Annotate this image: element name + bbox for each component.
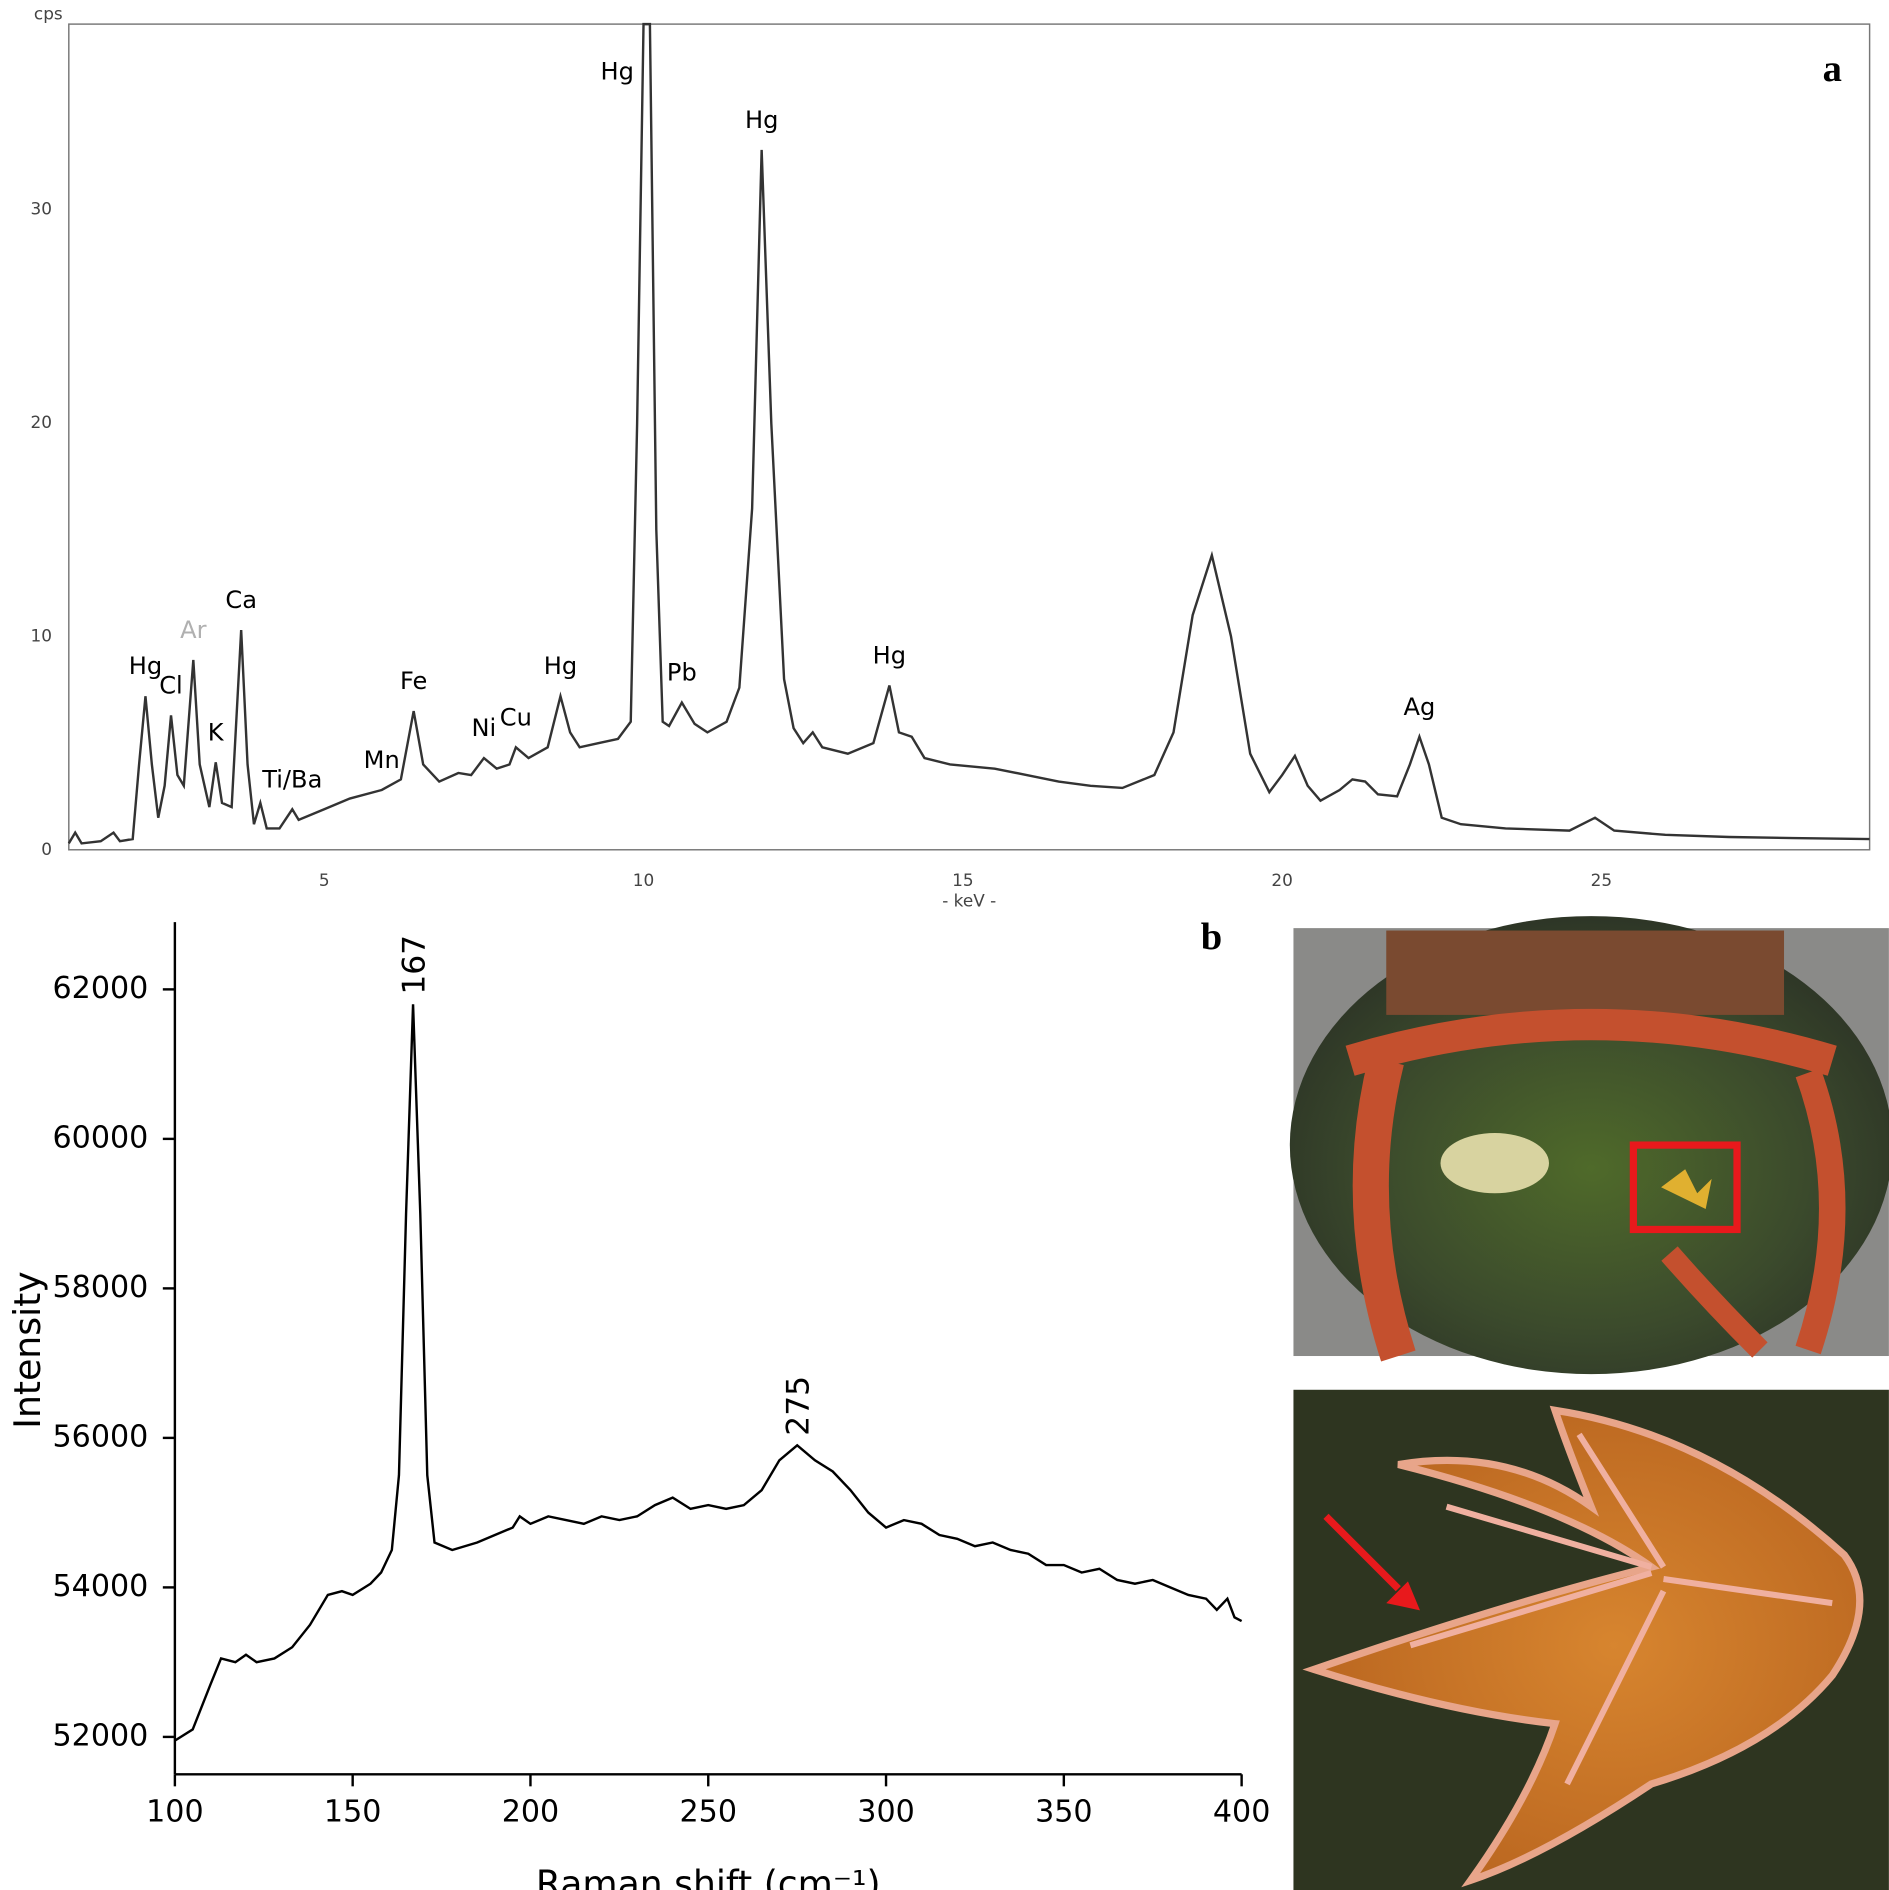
peak-label: Cl bbox=[159, 671, 183, 699]
x-tick-label: 300 bbox=[857, 1794, 915, 1829]
detail-photo bbox=[1293, 1389, 1889, 1890]
x-tick-label: 350 bbox=[1035, 1794, 1092, 1829]
x-tick-label: 150 bbox=[324, 1794, 382, 1829]
y-tick-label: 52000 bbox=[53, 1718, 149, 1753]
y-tick-label: 54000 bbox=[53, 1569, 149, 1604]
x-tick-label: 15 bbox=[952, 870, 973, 890]
peak-label: Hg bbox=[600, 57, 633, 85]
y-tick-label: 30 bbox=[30, 199, 51, 219]
spectrum-line bbox=[174, 1004, 1243, 1742]
y-tick-label: 0 bbox=[41, 839, 52, 859]
peak-label: Ag bbox=[1404, 693, 1436, 721]
y-tick-label: 60000 bbox=[53, 1120, 149, 1155]
x-tick-label: 200 bbox=[502, 1794, 560, 1829]
peak-label: Mn bbox=[364, 746, 400, 774]
x-tick-label: 5 bbox=[319, 870, 330, 890]
x-tick-label: 25 bbox=[1591, 870, 1612, 890]
y-tick-label: 10 bbox=[30, 625, 51, 645]
peak-label: Cu bbox=[500, 703, 532, 731]
plot-frame bbox=[68, 23, 1871, 851]
panel-label: b bbox=[1201, 916, 1222, 958]
peak-label: Ti/Ba bbox=[261, 765, 322, 793]
peak-label: 167 bbox=[397, 935, 433, 995]
peak-label: Ni bbox=[472, 714, 497, 742]
y-tick-label: 20 bbox=[30, 412, 51, 432]
peak-label: 275 bbox=[781, 1376, 817, 1436]
vase-photo bbox=[1289, 916, 1889, 1375]
y-tick-label: 58000 bbox=[53, 1270, 149, 1305]
peak-label: Ar bbox=[180, 616, 206, 644]
x-axis-label: - keV - bbox=[942, 891, 996, 911]
y-axis-label: Intensity bbox=[6, 1271, 49, 1428]
x-axis-label: Raman shift (cm⁻¹) bbox=[536, 1862, 881, 1890]
y-axis-label: cps bbox=[34, 3, 63, 23]
peak-label: Hg bbox=[129, 652, 162, 680]
x-tick-label: 400 bbox=[1213, 1794, 1271, 1829]
peak-label: Hg bbox=[873, 642, 906, 670]
x-tick-label: 100 bbox=[146, 1794, 204, 1829]
y-tick-label: 56000 bbox=[53, 1419, 149, 1454]
spectrum-line bbox=[67, 22, 1870, 845]
peak-label: Ca bbox=[225, 586, 257, 614]
peak-label: K bbox=[208, 718, 225, 746]
panel-label: a bbox=[1823, 48, 1842, 90]
y-tick-label: 62000 bbox=[53, 971, 149, 1006]
peak-label: Hg bbox=[745, 106, 778, 134]
x-tick-label: 250 bbox=[680, 1794, 737, 1829]
peak-label: Fe bbox=[400, 667, 427, 695]
x-tick-label: 10 bbox=[633, 870, 654, 890]
peak-label: Hg bbox=[544, 652, 577, 680]
peak-label: Pb bbox=[667, 659, 697, 687]
x-tick-label: 20 bbox=[1271, 870, 1292, 890]
